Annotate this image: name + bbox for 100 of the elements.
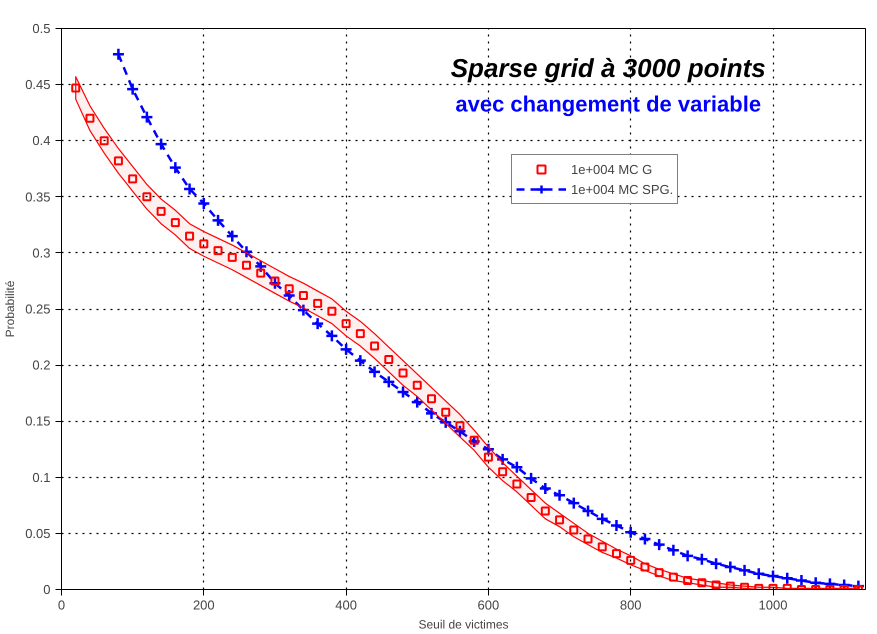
point [652, 538, 666, 552]
point [100, 136, 109, 146]
x-axis-title: Seuil de victimes [418, 618, 509, 632]
point [242, 260, 251, 270]
point [214, 246, 223, 256]
point [823, 577, 837, 590]
point [182, 182, 196, 196]
point [441, 408, 450, 417]
point [624, 526, 638, 540]
point [654, 568, 664, 578]
point [569, 526, 578, 535]
point [526, 492, 536, 502]
point [356, 329, 365, 338]
point [412, 380, 422, 390]
point [142, 192, 152, 202]
point [325, 329, 339, 343]
point [581, 504, 595, 518]
point [683, 576, 692, 586]
point [680, 549, 694, 563]
point [140, 110, 154, 124]
point [298, 291, 308, 300]
point [612, 549, 621, 558]
y-tick-label: 0.25 [25, 302, 51, 316]
point [199, 239, 208, 248]
point [640, 562, 650, 572]
point [313, 298, 322, 308]
point [695, 552, 709, 566]
y-tick-label: 0 [43, 582, 51, 597]
point [410, 395, 424, 409]
point [438, 416, 452, 430]
point [610, 518, 624, 532]
y-tick-label: 0.5 [32, 21, 51, 36]
point [396, 385, 410, 399]
x-tick-label: 0 [58, 598, 66, 612]
legend-label: 1e+004 MC G [571, 162, 652, 176]
y-tick-label: 0.15 [25, 414, 51, 429]
x-tick-label: 800 [620, 598, 642, 612]
y-tick-label: 0.2 [32, 358, 51, 373]
point [240, 245, 254, 259]
point [724, 560, 738, 574]
x-tick-label: 400 [335, 598, 357, 612]
point [226, 229, 240, 243]
y-tick-label: 0.05 [25, 526, 51, 541]
point [327, 306, 336, 316]
point [740, 582, 750, 590]
point [540, 506, 550, 516]
point [455, 421, 464, 430]
point [738, 564, 752, 578]
point [697, 578, 706, 588]
point [512, 480, 522, 489]
point [71, 83, 80, 92]
point [726, 582, 735, 590]
point [712, 580, 721, 590]
point [424, 406, 438, 420]
point [126, 82, 140, 96]
point [270, 276, 280, 286]
point [510, 460, 524, 474]
point [496, 452, 510, 466]
y-tick-label: 0.45 [25, 77, 51, 92]
point [598, 542, 607, 552]
point [498, 467, 508, 476]
point [484, 452, 493, 462]
point [595, 512, 609, 526]
point [584, 534, 593, 544]
point [310, 316, 324, 330]
point [168, 160, 182, 174]
point [296, 303, 310, 317]
point [626, 556, 636, 565]
point [780, 572, 794, 586]
point [114, 156, 123, 166]
y-axis-title: Probabilité [3, 280, 18, 338]
point [228, 252, 237, 262]
text: avec changement de variable [455, 92, 762, 117]
point [766, 569, 780, 583]
point [211, 214, 225, 228]
point [197, 196, 211, 210]
point [524, 472, 538, 486]
point [170, 218, 180, 228]
x-tick-label: 1000 [758, 598, 788, 612]
point [638, 532, 652, 546]
point [538, 482, 552, 496]
y-tick-label: 0.1 [32, 470, 51, 485]
point [354, 354, 368, 368]
point [555, 515, 564, 524]
y-tick-label: 0.4 [32, 133, 51, 148]
point [154, 137, 168, 151]
point [185, 232, 194, 241]
point [342, 319, 351, 328]
y-tick-label: 0.35 [25, 189, 51, 204]
y-tick-label: 0.3 [32, 245, 51, 260]
point [709, 556, 723, 570]
point [808, 576, 822, 590]
point [112, 48, 126, 62]
point [752, 567, 766, 581]
point [339, 342, 353, 356]
legend-label: 1e+004 MC SPG. [571, 182, 674, 196]
point [398, 368, 408, 378]
point [552, 488, 566, 502]
point [284, 284, 294, 294]
point [567, 496, 581, 510]
